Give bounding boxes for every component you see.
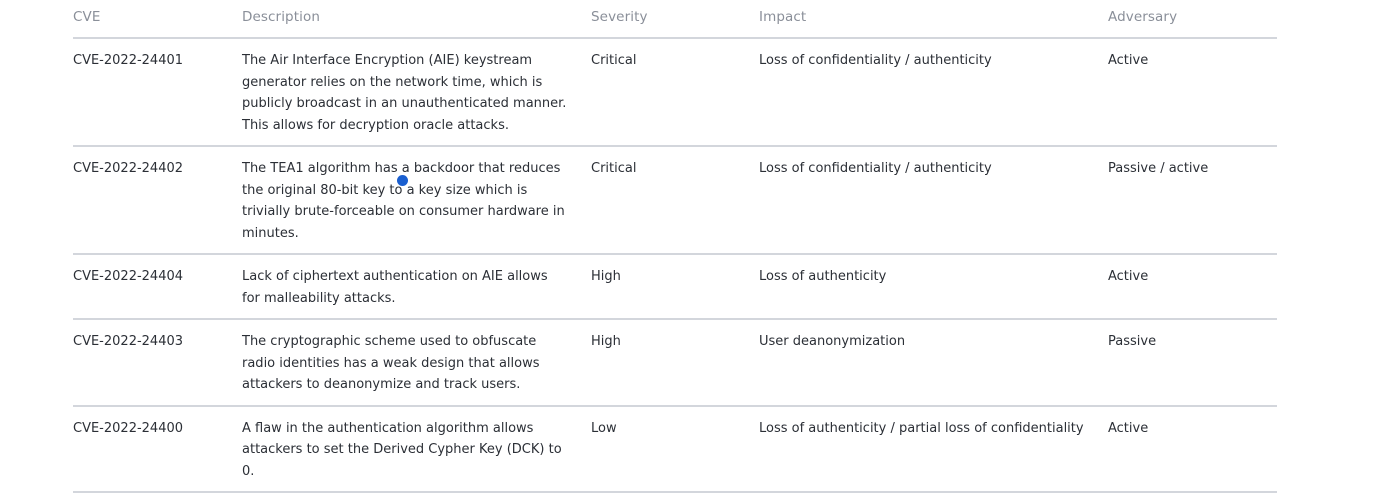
table-row: CVE-2022-24404 Lack of ciphertext authen… (73, 254, 1277, 320)
cell-severity: Critical (591, 38, 759, 147)
table-header: CVE Description Severity Impact Adversar… (73, 0, 1277, 39)
cell-adversary: Active (1108, 405, 1277, 493)
header-row: CVE Description Severity Impact Adversar… (73, 0, 1277, 39)
cell-adversary: Active (1108, 254, 1277, 320)
cell-description: The Air Interface Encryption (AIE) keyst… (242, 38, 591, 147)
cell-description: Lack of ciphertext authentication on AIE… (242, 254, 591, 320)
header-cve: CVE (73, 0, 242, 39)
table-row: CVE-2022-24402 The TEA1 algorithm has a … (73, 146, 1277, 255)
cell-impact: User deanonymization (759, 319, 1108, 407)
header-impact: Impact (759, 0, 1108, 39)
cell-impact: Loss of confidentiality / authenticity (759, 146, 1108, 255)
cell-severity: Low (591, 405, 759, 493)
cell-impact: Loss of confidentiality / authenticity (759, 38, 1108, 147)
cell-adversary: Passive / active (1108, 146, 1277, 255)
cell-severity: High (591, 254, 759, 320)
header-description: Description (242, 0, 591, 39)
cell-impact: Loss of authenticity / partial loss of c… (759, 405, 1108, 493)
table-row: CVE-2022-24403 The cryptographic scheme … (73, 319, 1277, 407)
cell-cve: CVE-2022-24402 (73, 146, 242, 255)
vulnerability-table: CVE Description Severity Impact Adversar… (73, 0, 1277, 493)
cell-impact: Loss of authenticity (759, 254, 1108, 320)
cell-description: The TEA1 algorithm has a backdoor that r… (242, 146, 591, 255)
cursor-marker (397, 175, 408, 186)
table-row: CVE-2022-24401 The Air Interface Encrypt… (73, 38, 1277, 147)
cell-adversary: Passive (1108, 319, 1277, 407)
cell-severity: High (591, 319, 759, 407)
cell-adversary: Active (1108, 38, 1277, 147)
vulnerability-table-container: CVE Description Severity Impact Adversar… (73, 0, 1277, 493)
cell-cve: CVE-2022-24404 (73, 254, 242, 320)
cell-description: The cryptographic scheme used to obfusca… (242, 319, 591, 407)
table-row: CVE-2022-24400 A flaw in the authenticat… (73, 405, 1277, 493)
header-adversary: Adversary (1108, 0, 1277, 39)
table-body: CVE-2022-24401 The Air Interface Encrypt… (73, 38, 1277, 493)
cell-cve: CVE-2022-24403 (73, 319, 242, 407)
cell-cve: CVE-2022-24400 (73, 405, 242, 493)
cell-cve: CVE-2022-24401 (73, 38, 242, 147)
cell-severity: Critical (591, 146, 759, 255)
cell-description: A flaw in the authentication algorithm a… (242, 405, 591, 493)
header-severity: Severity (591, 0, 759, 39)
